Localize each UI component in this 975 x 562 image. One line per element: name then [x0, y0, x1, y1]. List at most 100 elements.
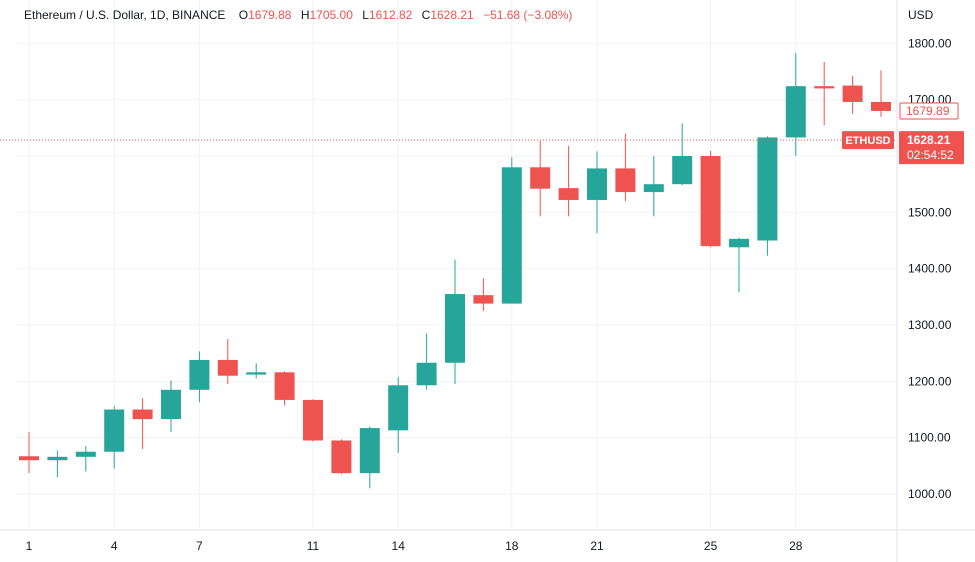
- candle-body: [587, 168, 607, 200]
- x-tick-label: 14: [392, 539, 406, 553]
- candle: [47, 450, 68, 478]
- candle: [75, 446, 96, 472]
- x-tick-label: 1: [26, 539, 33, 553]
- candle: [132, 398, 153, 449]
- open-value: 1679.88: [248, 8, 292, 22]
- candle: [104, 406, 125, 469]
- y-tick-label: 1800.00: [908, 36, 952, 50]
- candle: [416, 333, 437, 390]
- countdown-text: 02:54:52: [907, 148, 954, 162]
- x-tick-label: 21: [590, 539, 604, 553]
- candle-body: [672, 156, 693, 185]
- candle-body: [473, 295, 494, 304]
- y-tick-label: 1300.00: [908, 318, 952, 332]
- open-label: O: [238, 8, 249, 22]
- candle: [217, 339, 238, 385]
- candle-body: [359, 428, 380, 474]
- x-tick-label: 18: [505, 539, 519, 553]
- candle-body: [416, 362, 437, 386]
- candle-body: [161, 389, 181, 420]
- prev-price-text: 1679.89: [906, 104, 950, 118]
- symbol-tag-text: ETHUSD: [845, 135, 890, 147]
- candle: [587, 151, 607, 234]
- candle-body: [615, 168, 636, 193]
- candle-body: [842, 85, 863, 102]
- candle: [303, 399, 323, 442]
- candle: [672, 123, 693, 186]
- close-value: 1628.21: [430, 8, 474, 22]
- candle: [700, 150, 721, 248]
- time-axis[interactable]: 1 4 7 11 14 18 21 25 28: [26, 539, 803, 553]
- symbol-tag: [842, 131, 894, 150]
- high-label: H: [300, 8, 310, 22]
- low-value: 1612.82: [368, 8, 413, 22]
- candle-body: [75, 451, 96, 457]
- candle: [359, 426, 380, 489]
- candle: [189, 351, 210, 403]
- y-tick-label: 1400.00: [908, 262, 952, 276]
- candle-body: [331, 440, 352, 474]
- candle-body: [246, 372, 267, 375]
- candle-body: [729, 238, 749, 248]
- candle: [19, 432, 39, 474]
- close-label: C: [421, 8, 431, 22]
- x-tick-label: 25: [704, 539, 718, 553]
- candle-body: [871, 101, 891, 111]
- x-tick-label: 28: [789, 539, 803, 553]
- candle: [814, 61, 835, 126]
- candle: [757, 136, 778, 256]
- candle-body: [700, 156, 721, 247]
- low-label: L: [362, 8, 369, 22]
- candle: [530, 140, 551, 217]
- candle-body: [558, 188, 579, 200]
- y-tick-label: 1000.00: [908, 487, 952, 501]
- candle: [501, 157, 522, 304]
- candle: [615, 133, 636, 202]
- candle-body: [388, 385, 409, 431]
- candle: [473, 278, 494, 311]
- candle: [445, 259, 465, 385]
- candle-body: [274, 372, 295, 400]
- candle-body: [814, 86, 835, 89]
- x-tick-label: 11: [307, 539, 320, 553]
- candle-body: [217, 359, 238, 376]
- symbol-title: Ethereum / U.S. Dollar, 1D, BINANCE: [24, 8, 226, 22]
- candles: [19, 52, 891, 489]
- prev-price-tag: [899, 102, 959, 120]
- candle-body: [501, 167, 522, 304]
- y-tick-label: 1500.00: [908, 205, 952, 219]
- candle: [871, 70, 891, 117]
- candle: [842, 76, 863, 114]
- last-price-text: 1628.21: [907, 133, 951, 147]
- candle-body: [785, 86, 806, 138]
- x-tick-label: 4: [111, 539, 118, 553]
- candle: [785, 52, 806, 157]
- candle-body: [445, 294, 465, 363]
- candle: [274, 371, 295, 406]
- chart-legend: Ethereum / U.S. Dollar, 1D, BINANCE O167…: [24, 8, 578, 22]
- x-tick-label: 7: [196, 539, 203, 553]
- candle-body: [104, 409, 125, 452]
- candle-body: [189, 359, 210, 390]
- candle: [643, 156, 664, 217]
- change-value: −51.68 (−3.08%): [483, 8, 573, 22]
- candle-body: [19, 456, 39, 461]
- high-value: 1705.00: [309, 8, 353, 22]
- candle-body: [643, 184, 664, 193]
- currency-label: USD: [908, 8, 934, 22]
- candle: [729, 237, 749, 293]
- candle: [331, 439, 352, 475]
- candle-body: [530, 167, 551, 189]
- candle: [246, 363, 267, 379]
- y-tick-label: 1200.00: [908, 374, 952, 388]
- candle-body: [303, 399, 323, 441]
- last-price-tag: [899, 131, 964, 165]
- candle: [558, 145, 579, 217]
- candle: [161, 380, 181, 433]
- candle-body: [47, 456, 68, 461]
- candle-body: [132, 409, 153, 420]
- y-tick-label: 1100.00: [908, 431, 951, 445]
